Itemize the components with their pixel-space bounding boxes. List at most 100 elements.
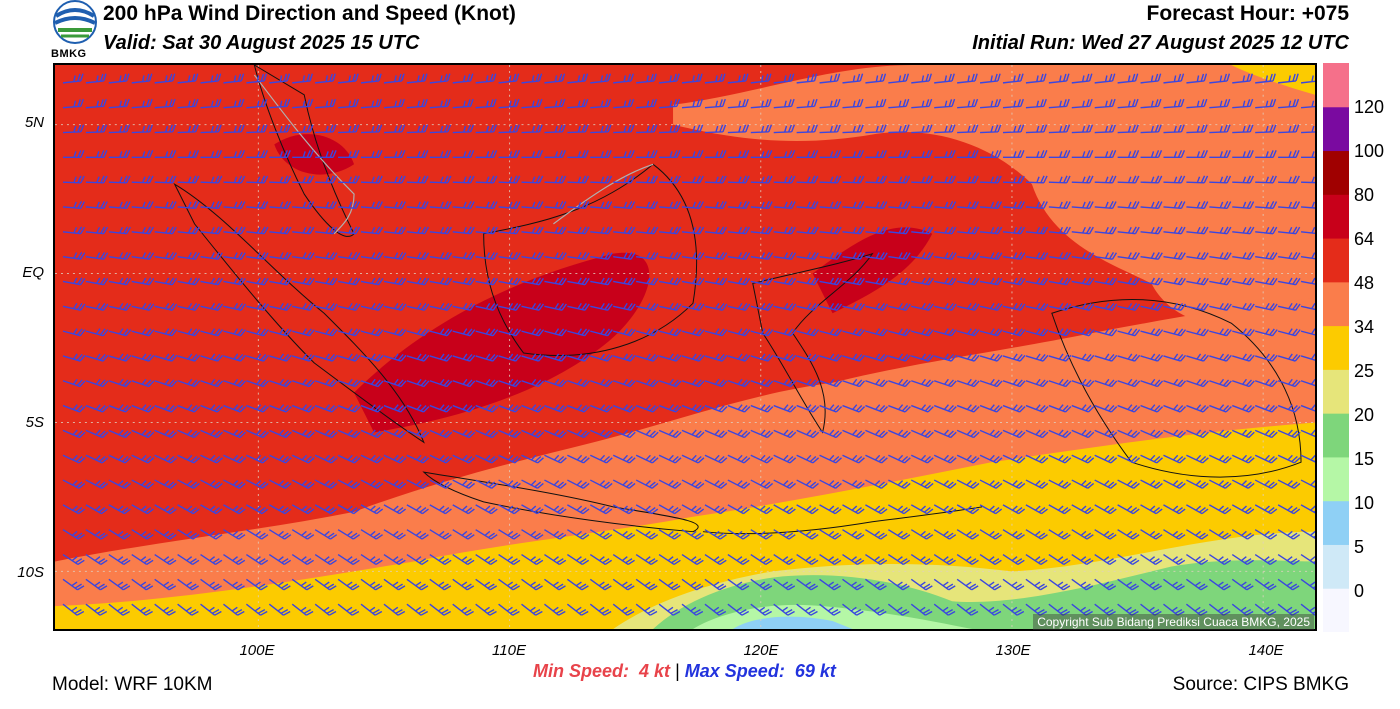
wind-barb xyxy=(933,454,957,464)
wind-barb xyxy=(612,504,636,515)
wind-barb xyxy=(1048,429,1072,439)
wind-barb xyxy=(177,226,200,235)
wind-barb xyxy=(1002,454,1026,464)
wind-barb xyxy=(658,277,682,286)
wind-barb xyxy=(360,302,384,311)
wind-barb xyxy=(727,98,749,109)
wind-barb xyxy=(750,277,774,286)
wind-barb xyxy=(1163,429,1186,439)
wind-barb xyxy=(1002,429,1026,439)
wind-barb xyxy=(681,277,705,286)
wind-barb xyxy=(177,328,201,337)
wind-barb xyxy=(131,175,154,184)
wind-barb xyxy=(864,603,887,616)
wind-barb xyxy=(475,479,498,489)
wind-barb xyxy=(865,404,888,413)
wind-barb xyxy=(773,226,796,235)
wind-barb xyxy=(727,603,750,616)
wind-barb xyxy=(268,603,291,616)
wind-barb xyxy=(750,201,773,209)
wind-barb xyxy=(383,353,407,362)
wind-barb xyxy=(521,73,543,84)
wind-barb xyxy=(681,603,704,616)
wind-barb xyxy=(475,150,498,159)
wind-barb xyxy=(361,150,383,159)
wind-barb xyxy=(957,73,978,84)
wind-barb xyxy=(888,252,911,260)
wind-barb xyxy=(1300,578,1315,591)
wind-barb xyxy=(200,150,223,159)
wind-barb xyxy=(727,529,750,540)
wind-barb xyxy=(108,175,131,184)
wind-barb xyxy=(1185,603,1208,616)
wind-barb xyxy=(750,328,774,337)
wind-barb xyxy=(154,328,178,337)
wind-barb xyxy=(521,98,543,109)
wind-barb xyxy=(177,529,200,540)
wind-barb xyxy=(1071,73,1093,84)
wind-barb xyxy=(246,328,269,337)
wind-barb xyxy=(498,175,521,184)
wind-barb xyxy=(750,404,774,413)
wind-barb xyxy=(1300,603,1315,616)
wind-barb xyxy=(659,124,681,134)
wind-barb xyxy=(1301,151,1315,159)
wind-barb xyxy=(1140,353,1164,362)
wind-barb xyxy=(108,429,132,439)
wind-barb xyxy=(635,479,659,489)
wind-barb xyxy=(1025,603,1048,616)
wind-barb xyxy=(85,73,107,84)
colorbar-segment xyxy=(1323,238,1349,283)
wind-barb xyxy=(85,529,108,540)
wind-barb xyxy=(957,124,979,134)
wind-barb xyxy=(1094,553,1117,566)
wind-barb xyxy=(337,578,360,591)
wind-barb xyxy=(200,429,224,439)
wind-barb xyxy=(589,479,613,489)
colorbar-label-100: 100 xyxy=(1354,141,1385,161)
wind-barb xyxy=(337,529,361,540)
wind-barb xyxy=(979,479,1003,489)
colorbar-segment xyxy=(1323,500,1349,545)
wind-barb xyxy=(865,454,888,464)
wind-barb xyxy=(888,454,911,464)
wind-barb xyxy=(521,150,544,159)
wind-barb xyxy=(796,98,818,109)
wind-barb xyxy=(1140,150,1163,159)
wind-barb xyxy=(200,529,223,540)
wind-barb xyxy=(1277,553,1300,566)
wind-barb xyxy=(658,429,682,439)
wind-barb xyxy=(292,302,315,311)
wind-barb xyxy=(177,150,200,159)
wind-barb xyxy=(521,504,544,515)
wind-barb xyxy=(1231,429,1255,439)
wind-barb xyxy=(406,529,429,540)
wind-barb xyxy=(1209,201,1232,209)
wind-barb xyxy=(681,553,704,566)
wind-barb xyxy=(544,404,567,413)
wind-barb xyxy=(773,252,797,260)
wind-barb xyxy=(131,578,154,591)
wind-barb xyxy=(819,454,842,464)
wind-barb xyxy=(108,504,131,515)
wind-barb xyxy=(314,578,337,591)
wind-barb xyxy=(796,124,818,134)
wind-barb xyxy=(498,429,522,439)
wind-barb xyxy=(452,603,474,616)
wind-barb xyxy=(911,277,934,286)
wind-barb xyxy=(590,353,613,362)
wind-barb xyxy=(1002,277,1026,286)
wind-barb xyxy=(911,175,934,184)
wind-barb xyxy=(658,603,681,616)
wind-barb xyxy=(544,578,566,591)
wind-barb xyxy=(1209,277,1232,286)
wind-barb xyxy=(475,404,499,413)
wind-barb xyxy=(911,226,934,235)
colorbar-label-5: 5 xyxy=(1354,537,1365,557)
wind-barb xyxy=(613,226,636,235)
wind-barb xyxy=(85,201,108,209)
wind-barb xyxy=(1186,201,1209,209)
wind-barb xyxy=(681,504,705,515)
wind-barb xyxy=(406,252,430,260)
wind-barb xyxy=(888,277,911,286)
